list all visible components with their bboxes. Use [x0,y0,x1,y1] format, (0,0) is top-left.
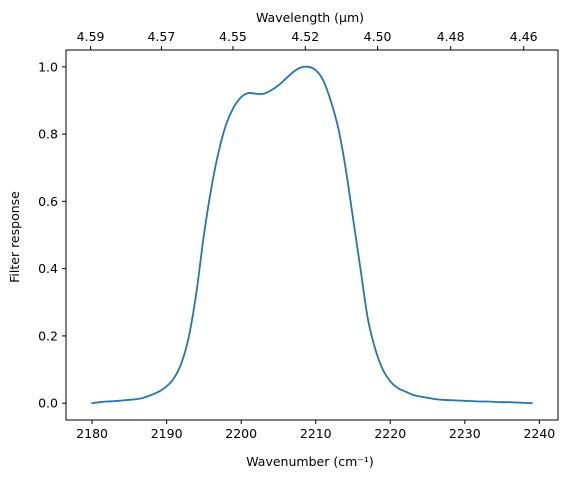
filter-response-line [91,65,533,405]
x-tick-label: 2180 [76,426,108,441]
top-tick-label: 4.50 [364,29,392,44]
y-tick-label: 0.4 [38,261,58,276]
x-tick-label: 2240 [523,426,555,441]
x-tick-label: 2190 [151,426,183,441]
y-tick-label: 0.6 [38,194,58,209]
y-axis-title: Filter response [7,191,22,283]
top-tick-label: 4.48 [437,29,465,44]
x-tick-label: 2220 [374,426,406,441]
y-tick-label: 0.2 [38,328,58,343]
top-tick-label: 4.55 [219,29,247,44]
x-tick-label: 2230 [449,426,481,441]
ticks-layer: 2180 2190 2200 2210 2220 2230 2240 0.0 0.2 0.4 0.6… [38,29,555,441]
x-axis-title: Wavenumber (cm⁻¹) [246,454,373,469]
top-axis-title: Wavelength (μm) [256,10,364,25]
y-tick-label: 1.0 [38,59,58,74]
series-layer [91,65,533,405]
x-tick-label: 2200 [225,426,257,441]
x-tick-label: 2210 [300,426,332,441]
y-tick-label: 0.8 [38,127,58,142]
top-tick-label: 4.59 [77,29,105,44]
top-tick-label: 4.52 [291,29,319,44]
top-tick-label: 4.46 [510,29,538,44]
plot-area [65,49,559,421]
top-tick-label: 4.57 [147,29,175,44]
y-tick-label: 0.0 [38,396,58,411]
